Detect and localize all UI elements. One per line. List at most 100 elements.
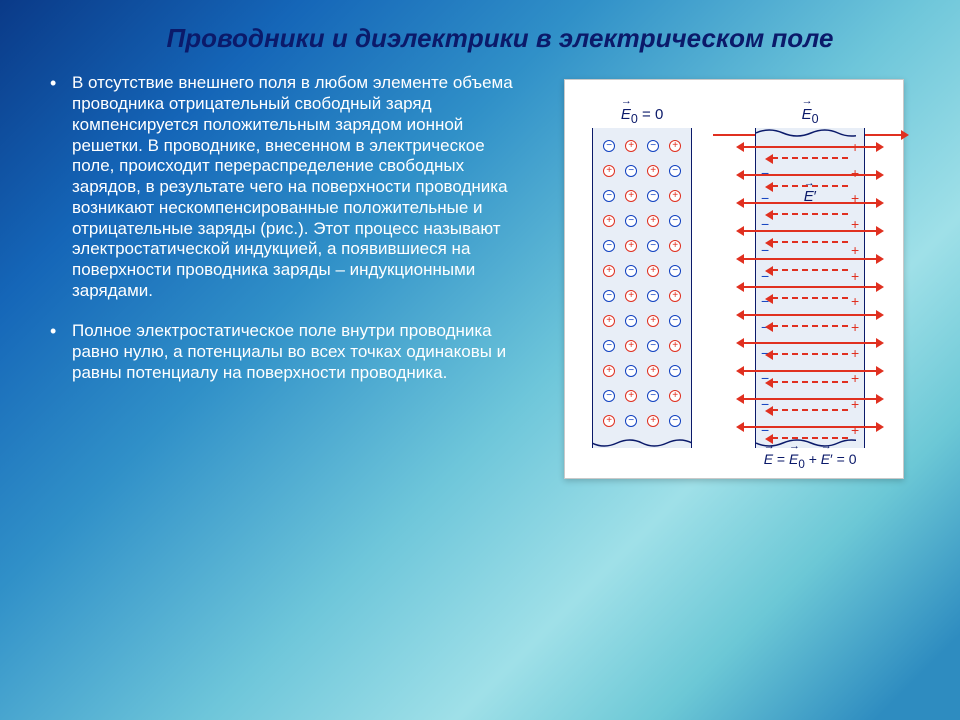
caption-right-mid: E′ xyxy=(804,188,817,205)
paragraph-1: В отсутствие внешнего поля в любом элеме… xyxy=(44,73,520,301)
caption-right-top: E0 xyxy=(802,106,819,126)
negative-charge-icon: − xyxy=(647,190,659,202)
induced-positive-sign: + xyxy=(849,346,861,360)
paragraph-2: Полное электростатическое поле внутри пр… xyxy=(44,321,520,383)
charge-row: +−+− xyxy=(593,265,691,277)
induced-field-arrow xyxy=(772,353,848,355)
induced-field-arrow xyxy=(772,437,848,439)
negative-charge-icon: − xyxy=(625,315,637,327)
negative-charge-icon: − xyxy=(603,240,615,252)
charge-row: −+−+ xyxy=(593,240,691,252)
field-arrow xyxy=(738,174,882,176)
positive-charge-icon: + xyxy=(603,415,615,427)
positive-charge-icon: + xyxy=(603,365,615,377)
positive-charge-icon: + xyxy=(647,215,659,227)
induced-negative-sign: − xyxy=(759,166,771,180)
caption-right-bottom: E = E0 + E′ = 0 xyxy=(764,451,857,471)
negative-charge-icon: − xyxy=(669,165,681,177)
positive-charge-icon: + xyxy=(625,340,637,352)
induced-field-arrow xyxy=(772,241,848,243)
slide: Проводники и диэлектрики в электрическом… xyxy=(0,0,960,720)
charge-row: −+−+ xyxy=(593,340,691,352)
positive-charge-icon: + xyxy=(669,290,681,302)
field-arrow xyxy=(738,426,882,428)
positive-charge-icon: + xyxy=(669,140,681,152)
induced-field-arrow xyxy=(772,269,848,271)
positive-charge-icon: + xyxy=(647,165,659,177)
positive-charge-icon: + xyxy=(647,265,659,277)
negative-charge-icon: − xyxy=(669,365,681,377)
negative-charge-icon: − xyxy=(625,165,637,177)
induced-positive-sign: + xyxy=(849,371,861,385)
negative-charge-icon: − xyxy=(647,240,659,252)
text-column: В отсутствие внешнего поля в любом элеме… xyxy=(40,73,520,700)
charge-row: +−+− xyxy=(593,165,691,177)
induced-field-arrow xyxy=(772,325,848,327)
positive-charge-icon: + xyxy=(603,165,615,177)
negative-charge-icon: − xyxy=(669,415,681,427)
negative-charge-icon: − xyxy=(647,340,659,352)
positive-charge-icon: + xyxy=(625,240,637,252)
field-arrow xyxy=(738,370,882,372)
field-arrow xyxy=(738,146,882,148)
induced-positive-sign: + xyxy=(849,320,861,334)
induced-positive-sign: + xyxy=(849,269,861,283)
negative-charge-icon: − xyxy=(603,140,615,152)
induced-positive-sign: + xyxy=(849,294,861,308)
negative-charge-icon: − xyxy=(625,365,637,377)
induced-positive-sign: + xyxy=(849,423,861,437)
induced-field-arrow xyxy=(772,409,848,411)
positive-charge-icon: + xyxy=(625,390,637,402)
charge-row: −+−+ xyxy=(593,390,691,402)
induced-field-arrow xyxy=(772,381,848,383)
conductor-slab-right: −−−−−−−−−−−− ++++++++++++ xyxy=(755,128,865,448)
positive-charge-icon: + xyxy=(603,215,615,227)
charge-row: −+−+ xyxy=(593,140,691,152)
induced-field-arrow xyxy=(772,157,848,159)
positive-charge-icon: + xyxy=(625,190,637,202)
content-area: В отсутствие внешнего поля в любом элеме… xyxy=(40,73,930,700)
induced-positive-column: ++++++++++++ xyxy=(849,128,861,448)
negative-charge-icon: − xyxy=(625,265,637,277)
charge-row: +−+− xyxy=(593,215,691,227)
field-arrow xyxy=(738,286,882,288)
positive-charge-icon: + xyxy=(647,315,659,327)
negative-charge-icon: − xyxy=(603,340,615,352)
negative-charge-icon: − xyxy=(625,415,637,427)
negative-charge-icon: − xyxy=(603,290,615,302)
charge-row: −+−+ xyxy=(593,190,691,202)
negative-charge-icon: − xyxy=(669,315,681,327)
conductor-slab-left: −+−++−+−−+−++−+−−+−++−+−−+−++−+−−+−++−+−… xyxy=(592,128,692,448)
caption-left: E0 = 0 xyxy=(621,106,663,126)
field-arrow xyxy=(738,342,882,344)
positive-charge-icon: + xyxy=(625,140,637,152)
figure-panel: E0 = 0 −+−++−+−−+−++−+−−+−++−+−−+−++−+−−… xyxy=(564,79,904,479)
charge-row: +−+− xyxy=(593,415,691,427)
wavy-edge-icon xyxy=(592,439,692,449)
negative-charge-icon: − xyxy=(647,290,659,302)
field-arrow xyxy=(738,230,882,232)
field-arrow xyxy=(738,258,882,260)
positive-charge-icon: + xyxy=(603,265,615,277)
induced-field-arrow xyxy=(772,297,848,299)
positive-charge-icon: + xyxy=(669,240,681,252)
induced-positive-sign: + xyxy=(849,166,861,180)
field-arrow xyxy=(738,314,882,316)
negative-charge-icon: − xyxy=(625,215,637,227)
positive-charge-icon: + xyxy=(669,390,681,402)
slide-title: Проводники и диэлектрики в электрическом… xyxy=(100,14,900,63)
negative-charge-icon: − xyxy=(603,190,615,202)
positive-charge-icon: + xyxy=(647,415,659,427)
positive-charge-icon: + xyxy=(647,365,659,377)
negative-charge-icon: − xyxy=(647,390,659,402)
figure-column: E0 = 0 −+−++−+−−+−++−+−−+−++−+−−+−++−+−−… xyxy=(538,73,930,700)
charge-row: −+−+ xyxy=(593,290,691,302)
induced-field-arrow xyxy=(772,213,848,215)
negative-charge-icon: − xyxy=(603,390,615,402)
charge-row: +−+− xyxy=(593,365,691,377)
subfigure-left: E0 = 0 −+−++−+−−+−++−+−−+−++−+−−+−++−+−−… xyxy=(579,106,705,448)
positive-charge-icon: + xyxy=(669,190,681,202)
positive-charge-icon: + xyxy=(603,315,615,327)
negative-charge-icon: − xyxy=(647,140,659,152)
induced-positive-sign: + xyxy=(849,217,861,231)
